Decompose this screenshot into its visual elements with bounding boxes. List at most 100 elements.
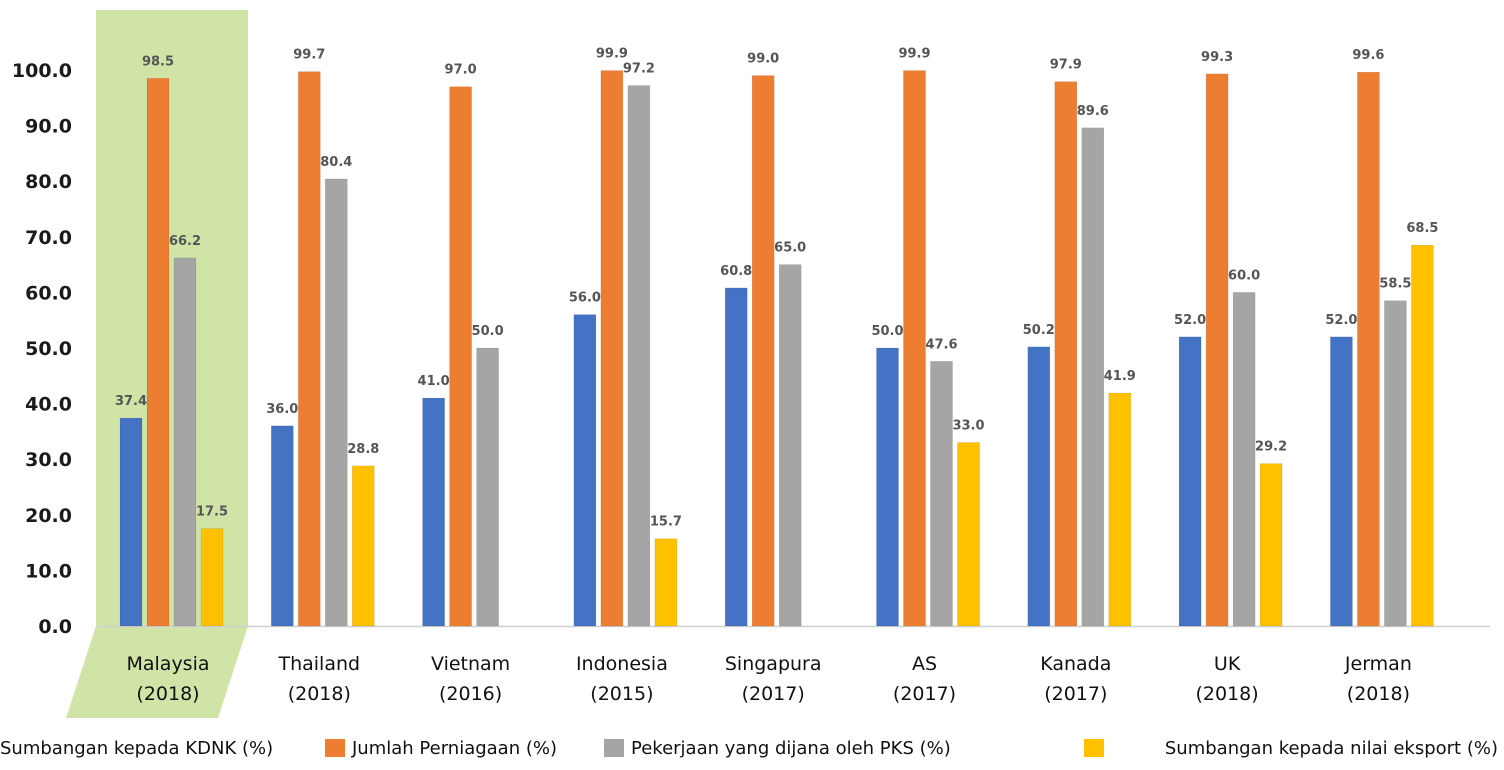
bar [1178,336,1202,627]
highlight-band [96,10,248,626]
data-label: 52.0 [1174,313,1206,328]
x-tick-label-year: (2018) [1196,683,1259,705]
x-tick-label: Kanada [1040,653,1111,675]
data-label: 97.0 [445,63,477,78]
bar [654,538,678,627]
bar [1205,73,1229,627]
data-label: 52.0 [1325,313,1357,328]
data-label: 29.2 [1255,440,1287,455]
bar [146,78,170,627]
bar [325,178,348,627]
bar [1232,292,1256,627]
data-label: 66.2 [169,234,201,249]
legend-label: Jumlah Perniagaan (%) [351,738,557,759]
y-tick-label: 70.0 [25,227,72,249]
bar [957,442,980,627]
x-tick-label-year: (2017) [1044,683,1107,705]
bar [1411,244,1434,627]
data-label: 50.0 [871,324,903,339]
bar [876,347,899,627]
x-tick-label: UK [1214,653,1241,675]
bar [200,528,224,627]
y-tick-label: 100.0 [12,60,72,82]
y-tick-label: 50.0 [25,338,72,360]
data-label: 58.5 [1379,277,1411,292]
bar [751,75,775,627]
y-tick-label: 40.0 [25,394,72,416]
y-tick-label: 0.0 [38,616,72,638]
x-tick-label-year: (2015) [590,683,653,705]
bar [352,465,375,627]
bar [119,417,143,627]
data-label: 65.0 [774,241,806,256]
x-tick-label-year: (2017) [742,683,805,705]
data-label: 33.0 [952,419,984,434]
x-tick-label: Indonesia [576,653,668,675]
data-label: 99.9 [596,47,628,62]
data-label: 98.5 [142,54,174,69]
data-label: 99.7 [293,48,325,63]
legend-item: Jumlah Perniagaan (%) [325,738,557,759]
data-label: 89.6 [1077,104,1109,119]
bar [930,361,953,627]
highlight-label-band [66,626,248,718]
bar [627,85,651,627]
data-label: 97.2 [623,62,655,77]
x-tick-label: Malaysia [126,653,209,675]
data-label: 80.4 [320,155,352,170]
data-label: 99.9 [898,47,930,62]
bar [449,86,472,627]
data-label: 37.4 [115,394,147,409]
data-label: 99.0 [747,52,779,67]
x-tick-label-year: (2018) [136,683,199,705]
x-tick-label: Vietnam [431,653,510,675]
data-label: 15.7 [650,515,682,530]
bar [1081,127,1105,627]
x-tick-label: Singapura [725,653,822,675]
data-label: 68.5 [1406,221,1438,236]
bar [1259,463,1283,627]
data-label: 60.8 [720,264,752,279]
legend-label: Pekerjaan yang dijana oleh PKS (%) [631,738,951,759]
legend-swatch [604,739,624,757]
data-label: 56.0 [569,291,601,306]
y-tick-label: 30.0 [25,449,72,471]
y-tick-label: 20.0 [25,505,72,527]
legend-item: Sumbangan kepada KDNK (%) [0,738,273,759]
data-label: 50.0 [472,324,504,339]
x-tick-label-year: (2017) [893,683,956,705]
bar [298,71,321,627]
bar [778,264,802,627]
y-tick-label: 10.0 [25,560,72,582]
bar [1384,300,1407,627]
bar [1330,336,1353,627]
bar [1054,81,1078,627]
x-tick-label: Jerman [1344,653,1412,675]
x-tick-label: AS [912,653,937,675]
legend-item: Sumbangan kepada nilai eksport (%) [1084,738,1498,759]
bar [1357,71,1380,627]
x-tick-label: Thailand [277,653,360,675]
data-label: 97.9 [1050,58,1082,73]
bar [271,425,294,627]
bar [903,70,926,627]
data-label: 41.0 [418,374,450,389]
bar [600,70,624,627]
bar [1108,392,1132,627]
x-tick-label-year: (2018) [288,683,351,705]
data-label: 47.6 [925,337,957,352]
bar [573,314,597,627]
data-label: 99.6 [1352,48,1384,63]
bar [724,287,748,627]
bar [476,347,499,627]
legend-label: Sumbangan kepada nilai eksport (%) [1165,738,1498,759]
data-label: 99.3 [1201,50,1233,65]
bar [1027,346,1051,627]
data-label: 41.9 [1104,369,1136,384]
y-tick-label: 80.0 [25,171,72,193]
bar [173,257,197,627]
x-tick-label-year: (2018) [1347,683,1410,705]
legend-swatch [1084,739,1104,757]
data-label: 28.8 [347,442,379,457]
